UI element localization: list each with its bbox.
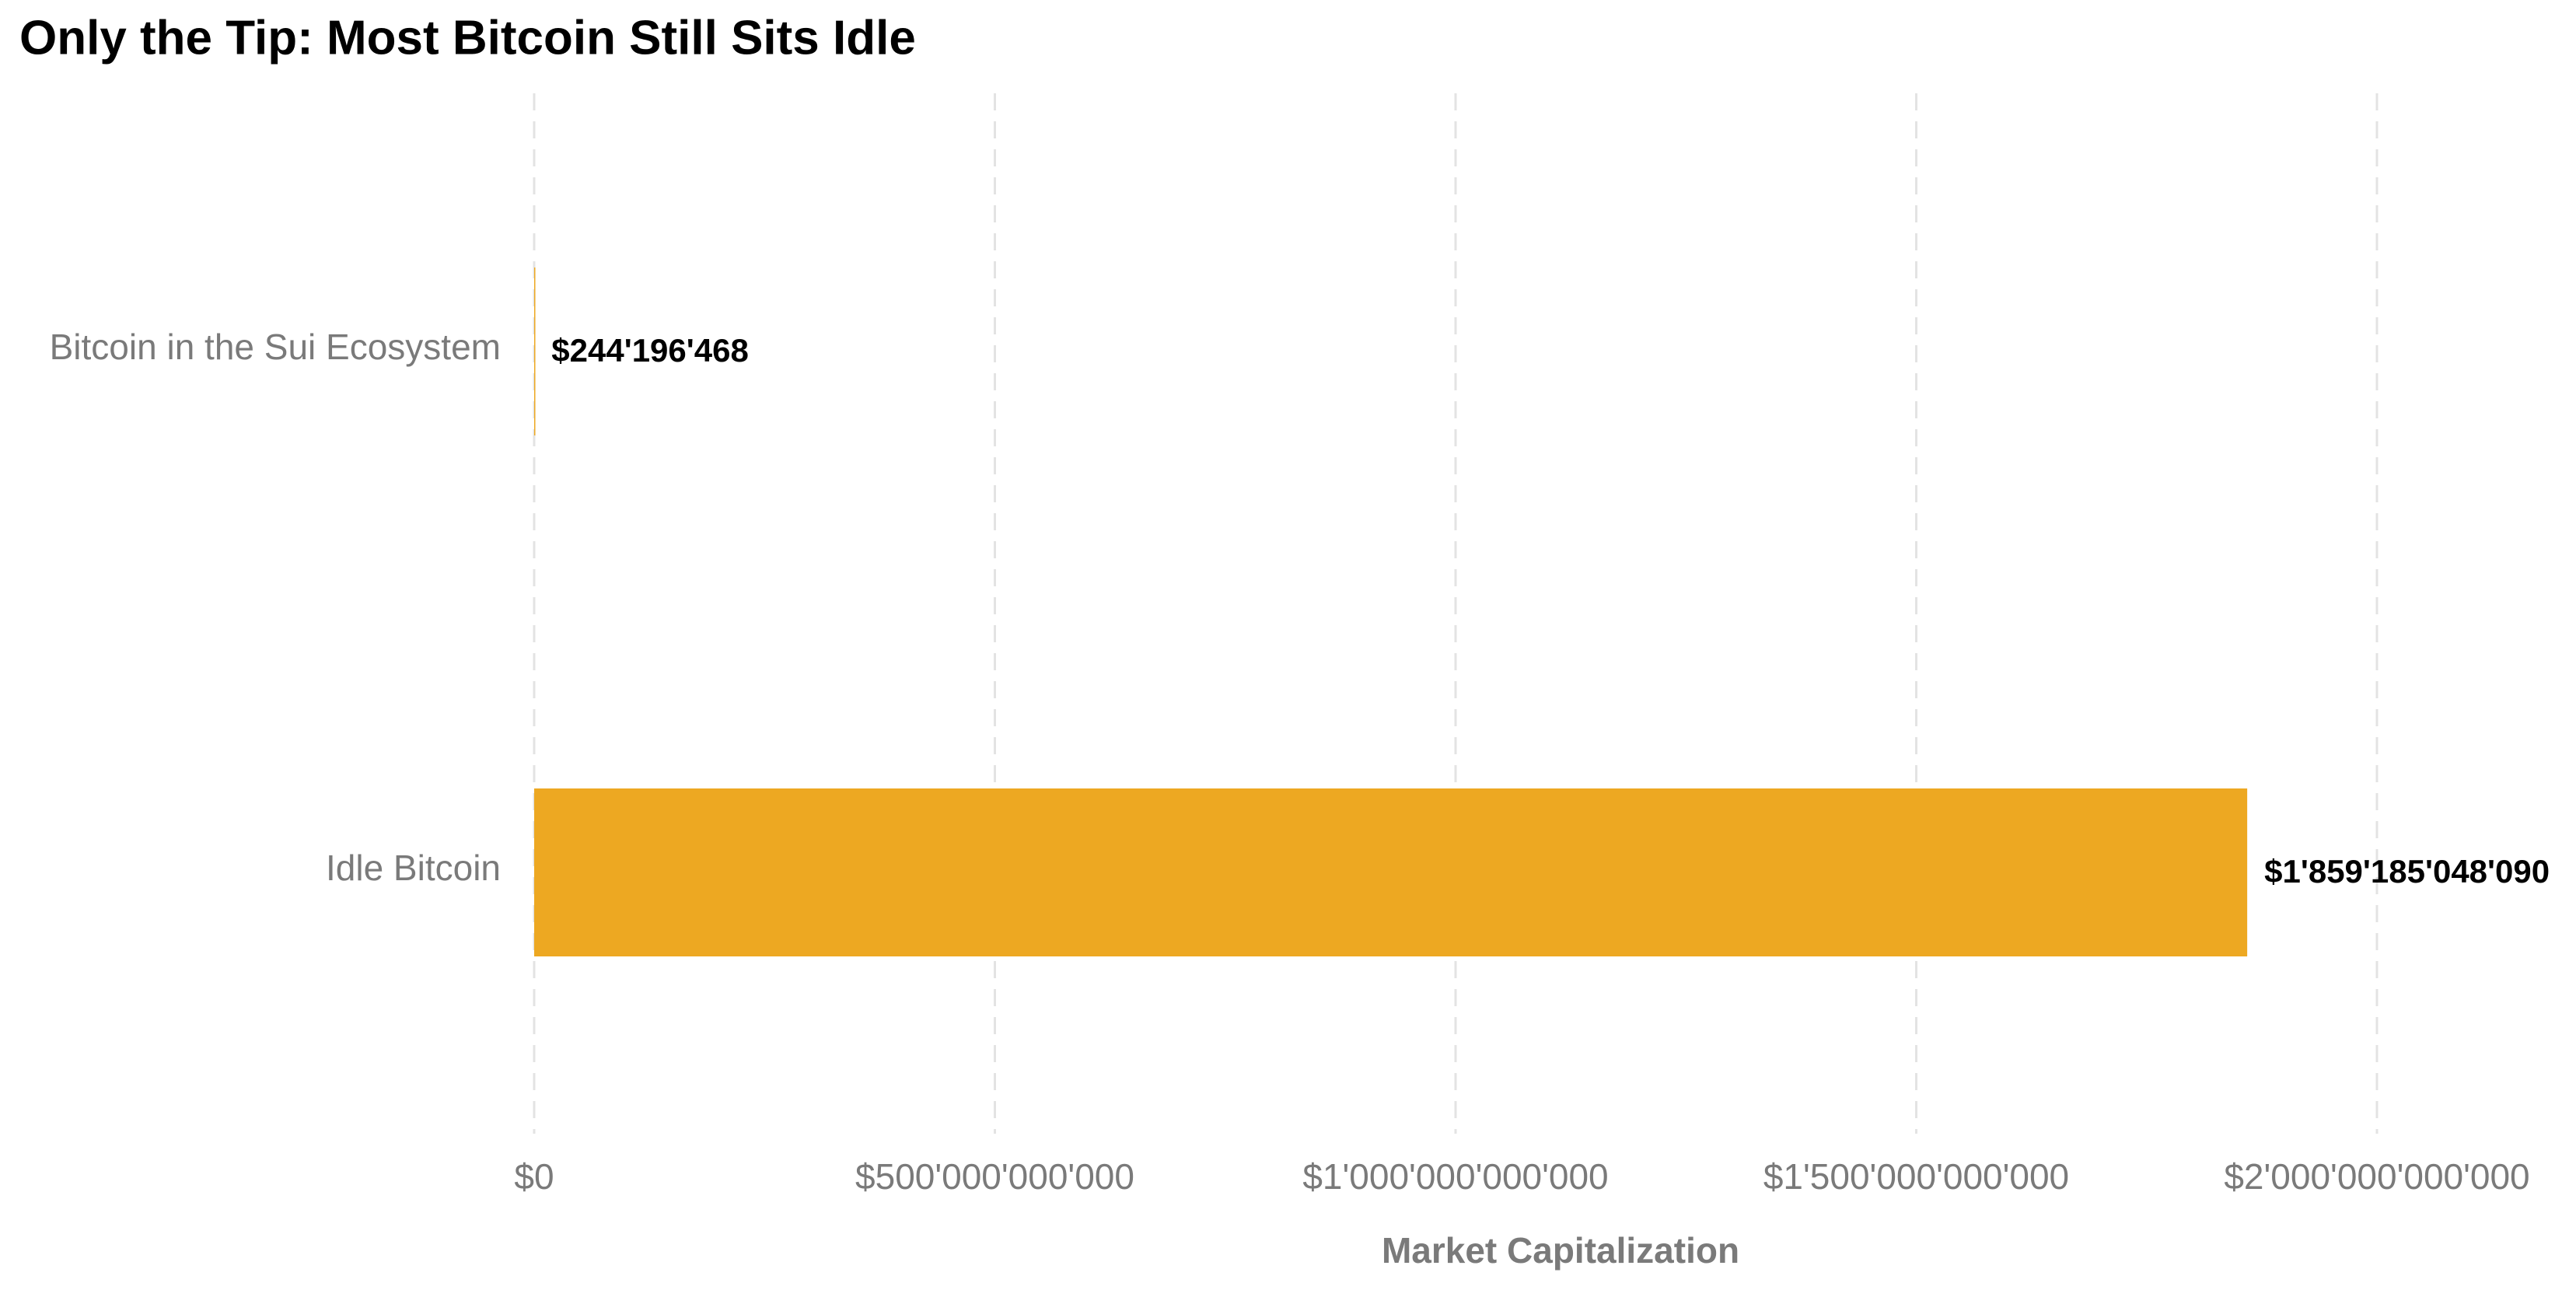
value-label: $244'196'468 <box>551 332 749 369</box>
value-label: $1'859'185'048'090 <box>2264 853 2550 890</box>
x-tick-label: $1'000'000'000'000 <box>1302 1156 1608 1197</box>
x-tick-label: $0 <box>514 1156 554 1197</box>
y-tick-label: Idle Bitcoin <box>326 848 501 888</box>
chart-title: Only the Tip: Most Bitcoin Still Sits Id… <box>19 11 916 65</box>
bar <box>534 267 536 435</box>
x-tick-label: $2'000'000'000'000 <box>2224 1156 2529 1197</box>
x-tick-label: $1'500'000'000'000 <box>1763 1156 2069 1197</box>
y-tick-label: Bitcoin in the Sui Ecosystem <box>50 327 501 367</box>
x-tick-label: $500'000'000'000 <box>855 1156 1134 1197</box>
bar <box>534 788 2248 956</box>
x-axis-title: Market Capitalization <box>1382 1230 1739 1271</box>
